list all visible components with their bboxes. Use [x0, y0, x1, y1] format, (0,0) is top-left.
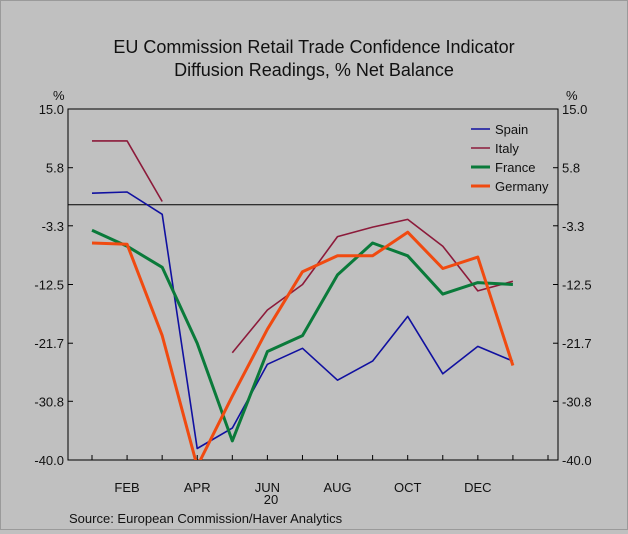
y-tick-label-left: -12.5 [34, 278, 64, 293]
y-axis-ticks: 15.0 15.0 5.8 5.8 -3.3 -3.3 -12.5 -12.5 -21.7 -21… [34, 102, 591, 468]
x-tick-label: JUN [255, 480, 280, 495]
y-tick-label-left: 5.8 [46, 161, 64, 176]
x-axis-ticks: FEB APR JUN AUG OCT DEC [91, 455, 549, 495]
series-line-germany [91, 230, 515, 460]
chart-title: EU Commission Retail Trade Confidence In… [113, 37, 514, 57]
source-note: Source: European Commission/Haver Analyt… [69, 511, 343, 526]
series-line-italy [92, 140, 514, 354]
legend: Spain Italy France Germany [471, 122, 549, 194]
series-line-france [91, 228, 513, 443]
x-tick-label: OCT [394, 480, 422, 495]
y-tick-label-right: -3.3 [562, 219, 584, 234]
y-tick-label-right: -30.8 [562, 394, 592, 409]
right-unit-label: % [566, 88, 578, 103]
x-tick-label: AUG [323, 480, 351, 495]
series-line-spain [91, 191, 514, 450]
y-tick-label-left: -30.8 [34, 394, 64, 409]
x-tick-label: APR [184, 480, 211, 495]
y-tick-label-left: 15.0 [39, 102, 64, 117]
chart-subtitle: Diffusion Readings, % Net Balance [174, 60, 454, 80]
legend-label-italy: Italy [495, 141, 519, 156]
left-unit-label: % [53, 88, 65, 103]
x-tick-label: FEB [114, 480, 139, 495]
legend-label-germany: Germany [495, 179, 549, 194]
legend-label-france: France [495, 160, 535, 175]
series-lines [91, 140, 515, 460]
y-tick-label-right: 5.8 [562, 161, 580, 176]
y-tick-label-right: -40.0 [562, 453, 592, 468]
y-tick-label-left: -40.0 [34, 453, 64, 468]
y-tick-label-left: -3.3 [42, 219, 64, 234]
x-tick-label: DEC [464, 480, 491, 495]
x-axis-year-label: 20 [264, 492, 278, 507]
y-tick-label-right: -12.5 [562, 278, 592, 293]
legend-label-spain: Spain [495, 122, 528, 137]
y-tick-label-right: 15.0 [562, 102, 587, 117]
y-tick-label-left: -21.7 [34, 336, 64, 351]
y-tick-label-right: -21.7 [562, 336, 592, 351]
